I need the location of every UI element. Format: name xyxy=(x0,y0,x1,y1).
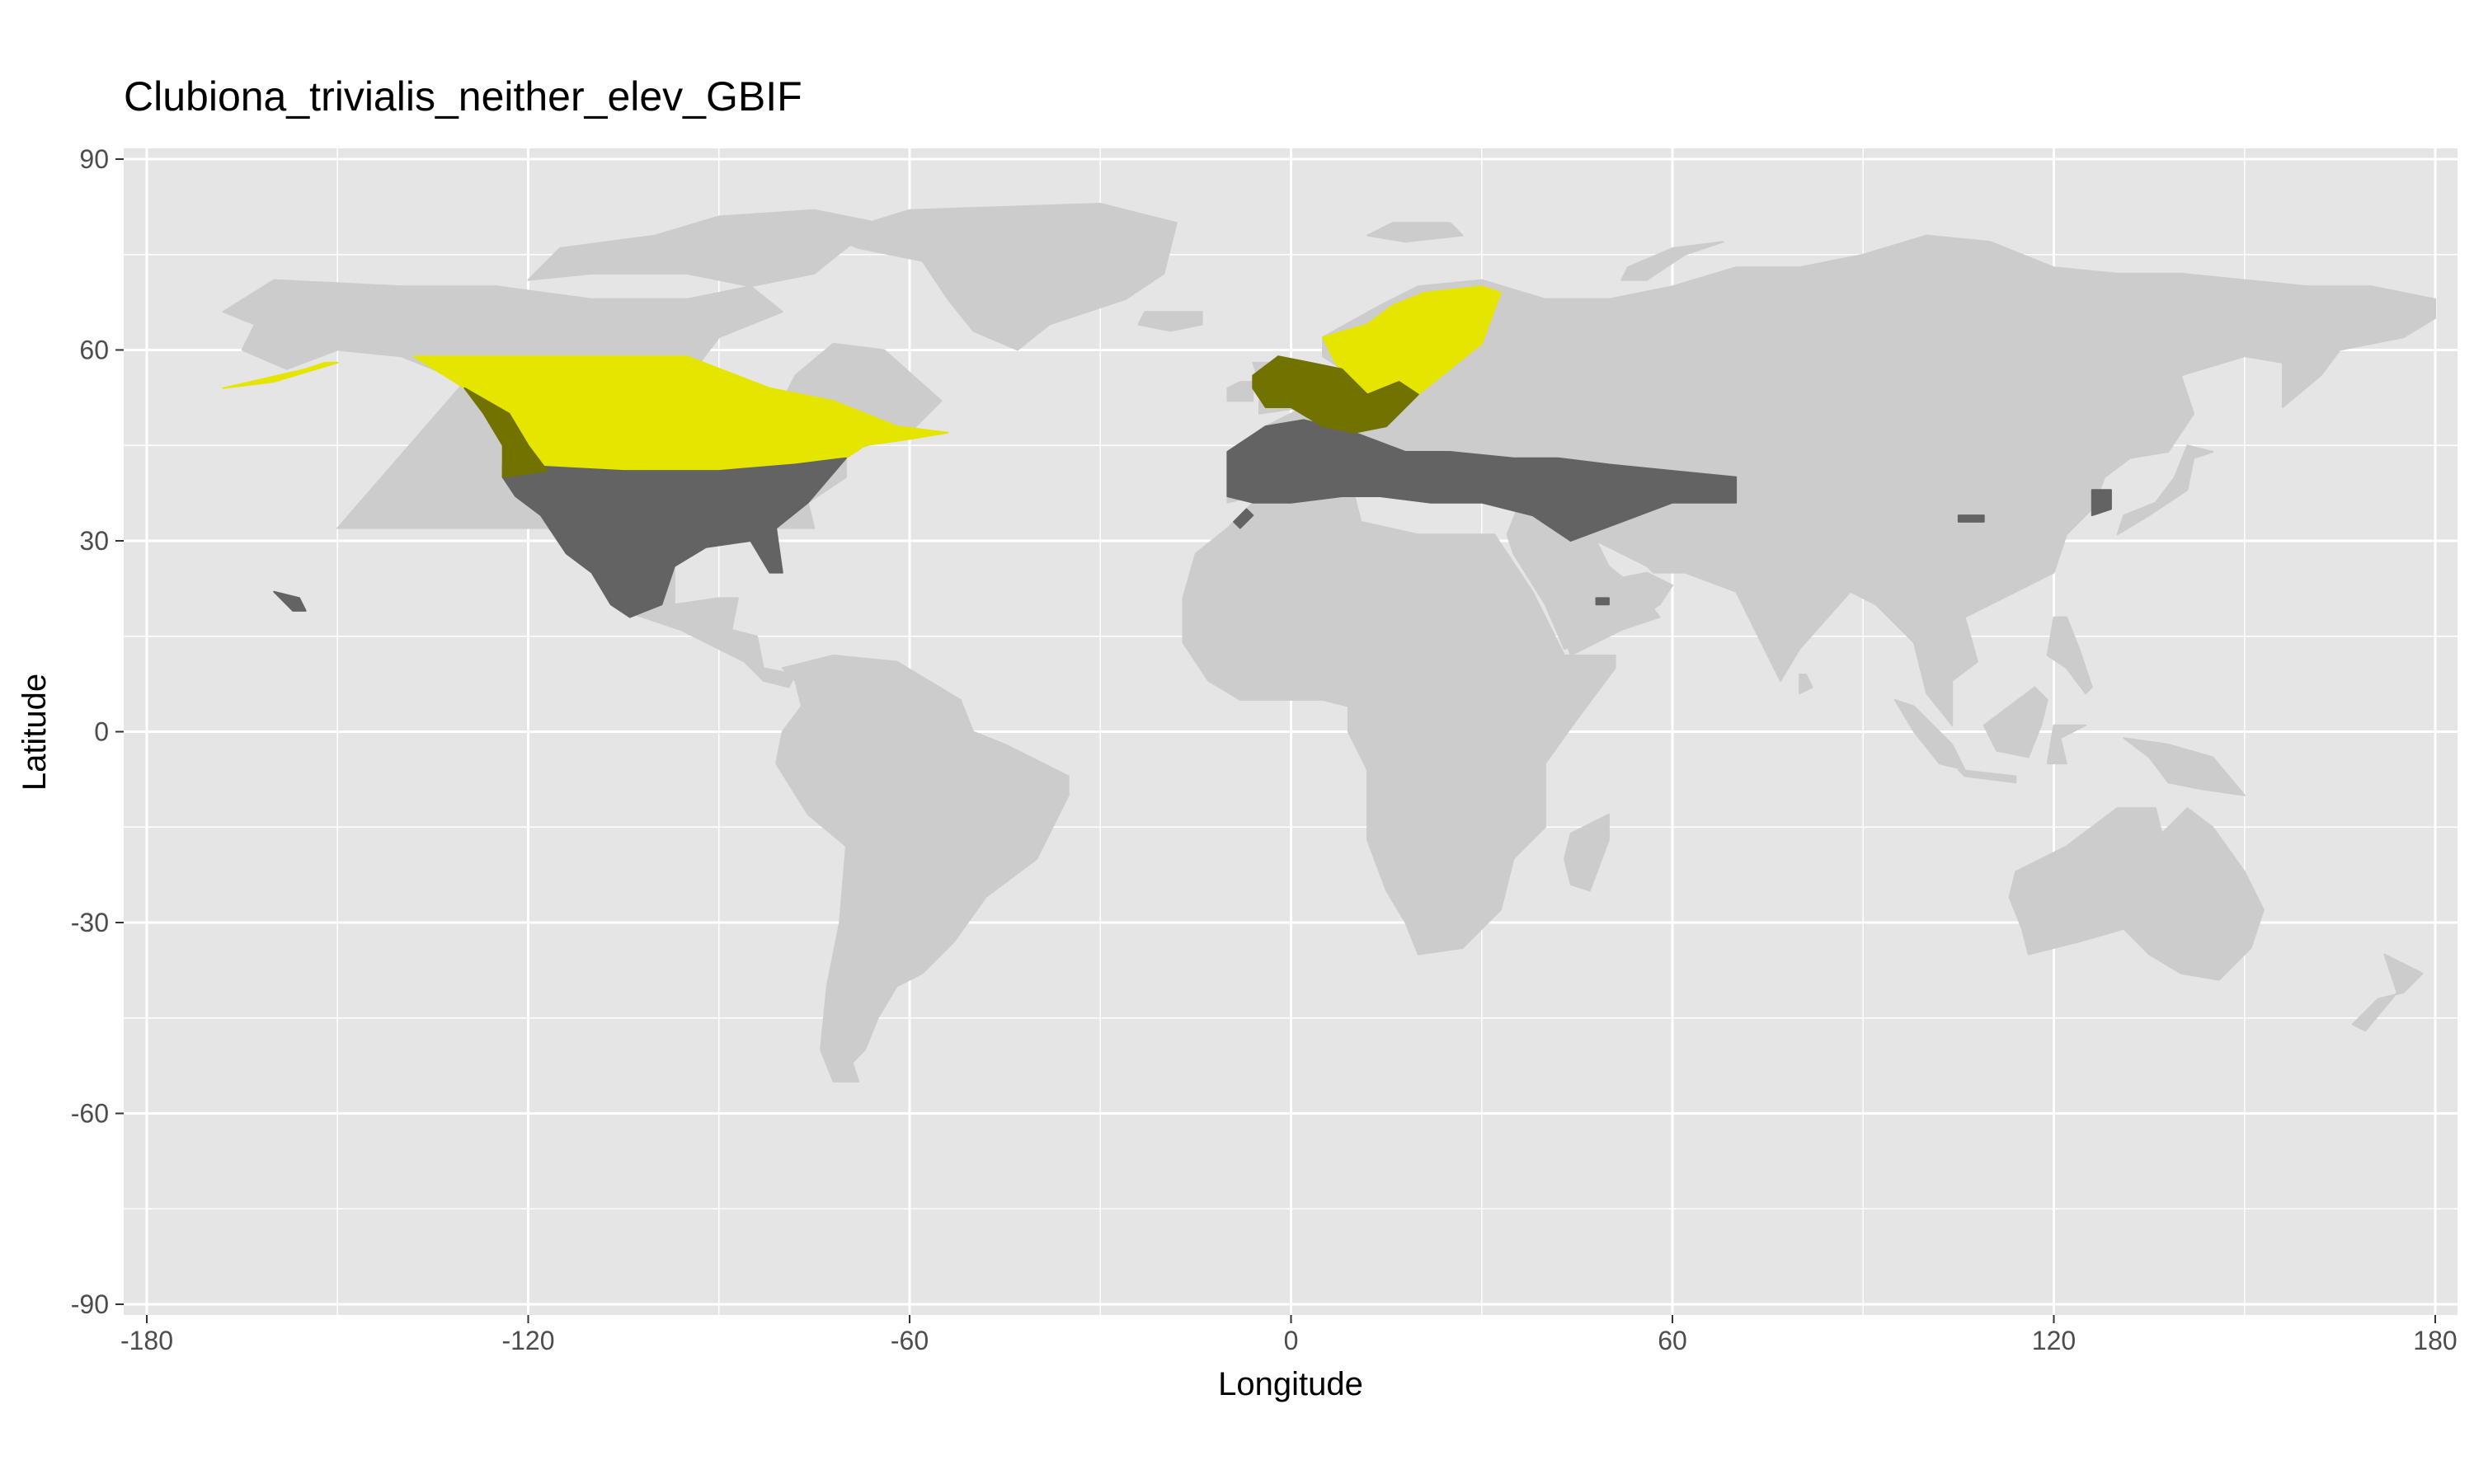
region-canadian-arctic-islands[interactable] xyxy=(527,209,879,288)
region-western-europe[interactable] xyxy=(1252,355,1419,434)
x-tick-label: -120 xyxy=(501,1326,554,1355)
region-northern-atlantic-africa[interactable] xyxy=(1233,508,1254,529)
y-tick-label: -60 xyxy=(71,1099,109,1129)
region-korea[interactable] xyxy=(2091,489,2112,517)
region-new-zealand[interactable] xyxy=(2351,953,2424,1032)
layer-land xyxy=(222,203,2436,1082)
region-south-america[interactable] xyxy=(775,654,1070,1082)
region-sri-lanka[interactable] xyxy=(1799,674,1813,695)
x-tick-label: 120 xyxy=(2032,1326,2076,1355)
region-hawaii[interactable] xyxy=(273,590,307,612)
y-tick-label: -30 xyxy=(71,908,109,937)
x-tick-label: 0 xyxy=(1284,1326,1299,1355)
x-axis-title: Longitude xyxy=(1218,1366,1363,1402)
map-layers[interactable] xyxy=(222,203,2436,1082)
region-philippines[interactable] xyxy=(2046,616,2093,695)
region-contiguous-united-states[interactable] xyxy=(501,457,847,618)
region-arabian-peninsula[interactable] xyxy=(1512,540,1673,650)
chart-title: Clubiona_trivialis_neither_elev_GBIF xyxy=(124,73,802,120)
region-ireland[interactable] xyxy=(1226,381,1254,402)
region-new-guinea[interactable] xyxy=(2123,737,2246,796)
region-pacific-northwest[interactable] xyxy=(463,387,548,478)
region-australia[interactable] xyxy=(2008,807,2265,981)
x-tick-label: -60 xyxy=(891,1326,929,1355)
region-borneo[interactable] xyxy=(1982,686,2048,758)
layer-occurrence-only xyxy=(273,419,2112,618)
region-japan[interactable] xyxy=(2116,444,2214,536)
region-svalbard[interactable] xyxy=(1366,222,1464,243)
x-axis: -180 -120 -60 0 60 120 180 xyxy=(120,1315,2458,1355)
region-madagascar[interactable] xyxy=(1564,813,1610,892)
region-china-patch[interactable] xyxy=(1957,514,1985,523)
region-iceland[interactable] xyxy=(1137,311,1203,332)
x-tick-label: -180 xyxy=(120,1326,173,1355)
y-axis-title: Latitude xyxy=(16,674,53,791)
y-tick-label: 90 xyxy=(79,144,109,174)
region-eurasia[interactable] xyxy=(1226,234,2436,726)
x-tick-label: 180 xyxy=(2413,1326,2457,1355)
y-tick-label: 60 xyxy=(79,336,109,365)
x-tick-label: 60 xyxy=(1658,1326,1687,1355)
region-novaya-zemlya[interactable] xyxy=(1620,241,1724,281)
region-alaska[interactable] xyxy=(222,361,339,389)
region-greenland[interactable] xyxy=(825,203,1178,351)
region-java[interactable] xyxy=(1957,768,2017,784)
y-tick-label: 30 xyxy=(79,526,109,556)
y-axis: 90 60 30 0 -30 -60 -90 xyxy=(71,144,124,1319)
y-tick-label: 0 xyxy=(94,717,109,747)
region-arabian-peninsula-patch[interactable] xyxy=(1595,597,1610,606)
region-europe-and-mediterranean[interactable] xyxy=(1226,419,1738,542)
region-sulawesi[interactable] xyxy=(2046,724,2086,765)
layer-overlap xyxy=(463,355,1419,478)
y-tick-label: -90 xyxy=(71,1289,109,1319)
region-africa[interactable] xyxy=(1182,495,1616,956)
